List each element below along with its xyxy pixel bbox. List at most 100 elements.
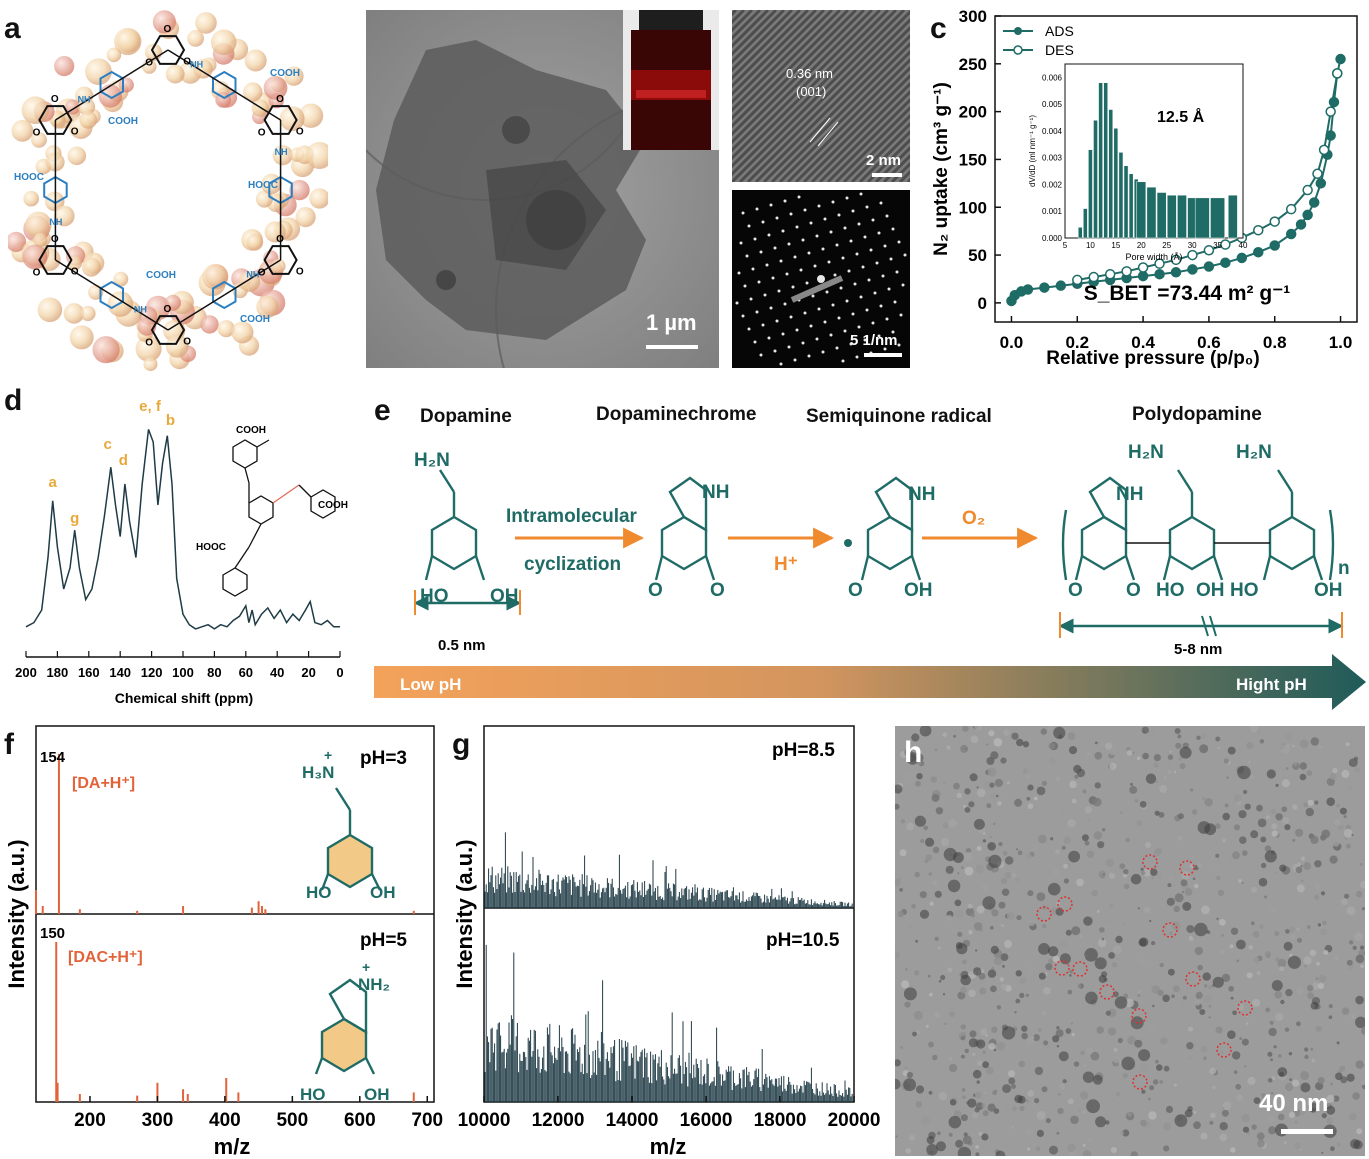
noise-grain [1167,770,1172,774]
atom-sphere [298,103,324,128]
diffraction-spot [863,338,867,342]
noise-grain [965,848,972,854]
noise-grain [1158,812,1165,818]
noise-grain [1192,933,1197,939]
noise-grain [1108,952,1115,959]
noise-grain [1249,774,1254,779]
diffraction-spot [889,257,893,261]
diffraction-spot [893,300,897,304]
y-tick-label: 50 [968,246,987,265]
noise-grain [974,726,982,731]
atom-sphere [295,207,316,228]
noise-grain [1321,1113,1327,1119]
nanoparticle [1084,948,1098,962]
noise-grain [971,913,975,918]
pore-bar [1123,165,1129,239]
noise-grain [1315,977,1319,980]
noise-grain [1002,1084,1012,1094]
diffraction-spot [847,269,851,273]
noise-grain [1034,1066,1044,1076]
diffraction-spot [735,301,739,305]
nanoparticle [1242,1126,1250,1133]
noise-grain [1306,984,1314,992]
carbonyl-o: O [145,57,153,68]
noise-grain [981,1103,986,1109]
noise-grain [1141,726,1149,734]
triformyl-ring [38,245,73,275]
diffraction-spot [857,222,861,226]
noise-grain [1210,856,1214,860]
pore-bar [1210,197,1225,239]
carbonyl-o: O [296,267,304,278]
nanoparticle [1001,1026,1016,1040]
diffraction-spot [813,264,817,268]
noise-grain [1059,1084,1066,1090]
noise-grain [991,966,995,971]
noise-grain [1296,884,1305,893]
noise-grain [1246,972,1253,979]
diffraction-spot [747,224,751,228]
peak-154-label: 154 [40,749,66,766]
noise-grain [1315,1025,1322,1032]
noise-grain [1238,810,1247,819]
noise-grain [962,1095,966,1100]
noise-grain [900,819,906,824]
nanoparticle [1264,850,1277,863]
diffraction-spot [793,255,797,259]
noise-grain [1138,958,1146,966]
noise-grain [1127,1112,1132,1117]
atom-sphere [106,47,122,63]
diffraction-spot [751,267,755,271]
noise-grain [1129,785,1138,794]
noise-grain [1162,994,1170,1003]
lattice-fringe [850,121,910,182]
noise-grain [975,805,981,811]
noise-grain [1300,864,1303,868]
noise-grain [964,1048,969,1054]
noise-grain [934,1012,940,1018]
noise-grain [1248,945,1253,950]
nanoparticle [1038,943,1050,955]
y-tick-label: 100 [959,198,987,217]
noise-grain [940,974,946,981]
diffraction-spot [765,263,769,267]
noise-grain [1062,1079,1067,1084]
x-tick-label: 500 [276,1110,308,1131]
noise-grain [1076,878,1084,887]
noise-grain [1122,1129,1130,1137]
noise-grain [1334,819,1341,826]
pda-ho1: HO [1156,580,1185,601]
noise-grain [904,968,908,971]
title-polydopamine: Polydopamine [1132,404,1262,425]
noise-grain [1102,828,1106,832]
noise-grain [978,1131,983,1136]
atom-sphere [289,179,310,201]
legend-ads: ADS [1045,23,1074,39]
noise-grain [985,1034,988,1037]
noise-grain [1022,768,1029,774]
noise-grain [1065,929,1072,936]
noise-grain [1314,860,1322,868]
noise-grain [945,865,954,874]
pore-bar [1136,181,1147,239]
noise-grain [1003,729,1010,736]
noise-grain [1041,1011,1047,1016]
noise-grain [993,822,996,826]
noise-grain [1006,781,1010,785]
diffraction-spot [817,307,821,311]
noise-grain [960,744,969,753]
noise-grain [1294,1142,1302,1150]
pda-amine2: H₂N [1236,442,1272,463]
noise-grain [994,1089,998,1092]
noise-grain [1025,993,1030,997]
noise-grain [1173,905,1180,913]
noise-grain [1030,842,1040,851]
lattice-plane: (001) [796,84,827,99]
diffraction-spot [855,355,859,359]
noise-grain [1289,1078,1293,1081]
diffraction-spot [759,353,763,357]
noise-grain [1238,879,1242,883]
noise-grain [1069,780,1077,789]
noise-grain [1139,1063,1148,1072]
triformyl-ring [263,245,298,275]
